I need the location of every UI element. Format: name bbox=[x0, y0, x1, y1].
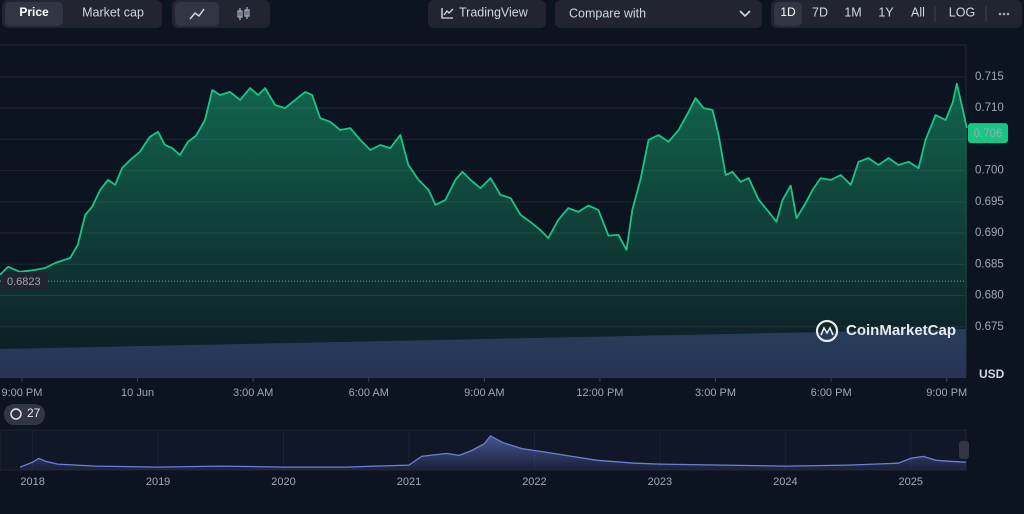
range-selected bbox=[774, 2, 802, 26]
range-button[interactable]: 7D bbox=[812, 5, 828, 19]
x-tick-label: 2019 bbox=[146, 476, 170, 488]
x-tick-label: 9:00 PM bbox=[1, 387, 42, 399]
y-tick-label: 0.685 bbox=[975, 258, 1004, 270]
y-unit: USD bbox=[979, 367, 1005, 381]
y-tick-label: 0.710 bbox=[975, 102, 1004, 114]
candle-icon[interactable] bbox=[237, 7, 250, 20]
range-button[interactable]: 1Y bbox=[878, 5, 894, 19]
x-tick-label: 10 Jun bbox=[121, 387, 154, 399]
compare-label: Compare with bbox=[569, 6, 646, 20]
tv-icon bbox=[441, 8, 454, 19]
x-tick-label: 2018 bbox=[20, 476, 44, 488]
open-price-label: 0.6823 bbox=[7, 276, 41, 288]
x-tick-label: 9:00 AM bbox=[464, 387, 504, 399]
overview-line bbox=[19, 435, 967, 468]
x-tick-label: 2021 bbox=[397, 476, 421, 488]
x-tick-label: 2025 bbox=[899, 476, 923, 488]
price-line bbox=[0, 82, 968, 276]
tradingview-label: TradingView bbox=[459, 5, 529, 19]
y-tick-label: 0.715 bbox=[975, 71, 1004, 83]
more-button[interactable] bbox=[998, 12, 1010, 16]
range-button[interactable]: 1M bbox=[844, 5, 861, 19]
y-tick-label: 0.690 bbox=[975, 227, 1004, 239]
history-count: 27 bbox=[27, 406, 41, 420]
range-button[interactable]: All bbox=[911, 5, 925, 19]
y-tick-label: 0.675 bbox=[975, 321, 1004, 333]
range-toggle bbox=[771, 0, 1022, 28]
log-button[interactable]: LOG bbox=[949, 5, 975, 19]
current-price-label: 0.706 bbox=[974, 128, 1003, 140]
x-tick-label: 6:00 PM bbox=[811, 387, 852, 399]
price-area bbox=[0, 83, 967, 378]
view-selected bbox=[5, 2, 63, 26]
x-tick-label: 2023 bbox=[648, 476, 672, 488]
view-button[interactable]: Market cap bbox=[82, 5, 144, 19]
x-tick-label: 9:00 PM bbox=[926, 387, 967, 399]
x-tick-label: 6:00 AM bbox=[349, 387, 389, 399]
tradingview-button[interactable] bbox=[428, 0, 546, 28]
view-button[interactable]: Price bbox=[19, 5, 49, 19]
y-tick-label: 0.695 bbox=[975, 196, 1004, 208]
x-tick-label: 3:00 PM bbox=[695, 387, 736, 399]
y-tick-label: 0.700 bbox=[975, 165, 1004, 177]
watermark-logo bbox=[815, 319, 839, 343]
x-tick-label: 3:00 AM bbox=[233, 387, 273, 399]
watermark-logo bbox=[820, 326, 834, 336]
overview-handle[interactable] bbox=[959, 441, 969, 459]
chevron bbox=[739, 10, 751, 18]
open-price-badge bbox=[2, 272, 48, 291]
y-tick-label: 0.680 bbox=[975, 290, 1004, 302]
line-icon bbox=[189, 8, 205, 20]
x-tick-label: 12:00 PM bbox=[576, 387, 623, 399]
x-tick-label: 2024 bbox=[773, 476, 797, 488]
watermark: CoinMarketCap bbox=[846, 322, 956, 339]
overview-area bbox=[20, 435, 966, 470]
x-tick-label: 2022 bbox=[522, 476, 546, 488]
range-button[interactable]: 1D bbox=[780, 5, 796, 19]
x-tick-label: 2020 bbox=[271, 476, 295, 488]
history-icon bbox=[10, 408, 22, 420]
compare-select[interactable] bbox=[555, 0, 762, 28]
current-price-badge bbox=[968, 123, 1008, 144]
